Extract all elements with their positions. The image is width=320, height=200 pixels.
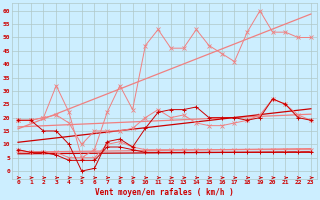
X-axis label: Vent moyen/en rafales ( km/h ): Vent moyen/en rafales ( km/h )	[95, 188, 234, 197]
